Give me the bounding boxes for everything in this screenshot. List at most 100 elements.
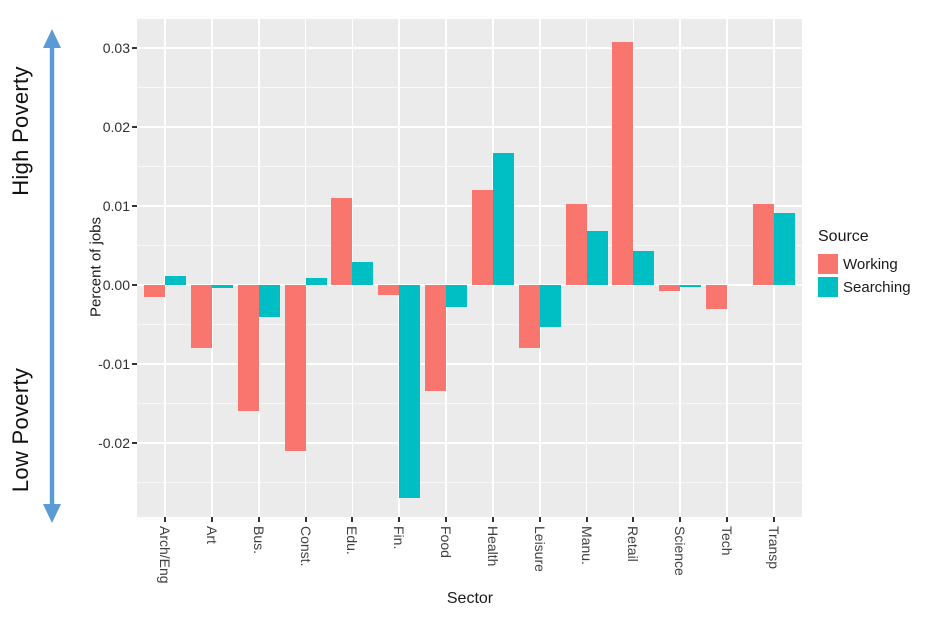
gridline-vertical	[211, 19, 213, 517]
x-tick-label: Const.	[297, 526, 314, 567]
x-tick-mark	[538, 517, 541, 522]
gridline-minor	[137, 481, 802, 483]
x-tick-label: Food	[438, 526, 455, 558]
x-tick-label: Arch/Eng	[157, 526, 174, 584]
gridline-minor	[137, 245, 802, 246]
gridline-vertical	[351, 19, 354, 517]
x-tick-mark	[585, 517, 588, 522]
low-poverty-label: Low Poverty	[8, 367, 33, 493]
working-swatch-icon	[818, 254, 838, 274]
y-axis-title: Percent of jobs	[87, 216, 105, 318]
x-tick-mark	[398, 517, 401, 522]
x-tick-label: Manu.	[578, 526, 595, 565]
bar-searching-science	[680, 284, 702, 288]
bar-searching-edu	[352, 262, 374, 285]
x-axis-title: Sector	[446, 590, 494, 607]
bar-working-transp	[752, 204, 774, 285]
gridline-vertical	[679, 19, 682, 517]
y-tick-mark	[132, 362, 137, 365]
plot-panel	[137, 19, 802, 517]
y-tick-mark	[132, 441, 137, 444]
bar-working-fin	[378, 284, 400, 296]
gridline-vertical	[726, 19, 728, 517]
legend-label-working: Working	[843, 255, 898, 273]
bar-working-const	[284, 284, 306, 451]
searching-swatch-icon	[818, 277, 838, 297]
gridline-vertical	[304, 19, 307, 517]
gridline-vertical	[398, 19, 401, 517]
y-tick-mark	[132, 205, 137, 208]
legend: Source Working Searching	[818, 228, 911, 299]
arrow-down-icon	[43, 504, 61, 523]
bar-searching-transp	[773, 213, 795, 285]
bar-searching-fin	[399, 284, 421, 499]
gridline-major	[137, 362, 802, 365]
arrow-up-icon	[43, 29, 61, 48]
bar-working-manu	[565, 203, 587, 285]
y-tick-label: 0.01	[102, 198, 130, 215]
x-tick-label: Transp	[765, 526, 782, 570]
bar-working-retail	[612, 41, 634, 285]
bar-searching-retail	[633, 251, 655, 285]
y-tick-mark	[132, 47, 137, 50]
x-tick-mark	[351, 517, 354, 522]
gridline-vertical	[164, 19, 166, 517]
x-tick-mark	[679, 517, 682, 522]
gridline-major	[137, 47, 802, 50]
x-tick-mark	[445, 517, 448, 522]
legend-item-searching: Searching	[818, 276, 911, 298]
y-tick-label: -0.02	[98, 434, 130, 451]
gridline-minor	[137, 402, 802, 404]
y-tick-label: 0.02	[102, 119, 130, 136]
poverty-axis-arrow	[43, 29, 61, 523]
gridline-major	[137, 205, 802, 208]
x-tick-label: Retail	[625, 526, 642, 562]
gridline-vertical	[632, 19, 635, 517]
bar-working-science	[659, 284, 681, 292]
gridline-major	[137, 126, 802, 129]
gridline-major	[137, 441, 802, 444]
x-tick-mark	[772, 517, 775, 522]
gridline-vertical	[538, 19, 541, 517]
x-tick-mark	[632, 517, 635, 522]
x-tick-label: Bus.	[250, 526, 267, 555]
y-tick-label: 0.00	[102, 276, 130, 293]
x-tick-mark	[210, 517, 213, 522]
x-tick-label: Science	[672, 526, 689, 576]
bar-working-edu	[331, 198, 353, 285]
legend-item-working: Working	[818, 253, 911, 275]
bar-searching-manu	[586, 231, 608, 285]
x-tick-mark	[164, 517, 167, 522]
x-tick-label: Leisure	[531, 526, 548, 572]
x-tick-mark	[257, 517, 260, 522]
x-tick-label: Tech	[719, 526, 736, 556]
bar-searching-arch-eng	[165, 276, 187, 285]
high-poverty-label: High Poverty	[8, 66, 33, 196]
bar-working-tech	[705, 284, 728, 309]
x-tick-mark	[304, 517, 307, 522]
y-tick-mark	[132, 126, 137, 129]
x-tick-label: Art	[203, 526, 220, 544]
y-tick-label: -0.01	[98, 355, 130, 372]
gridline-minor	[137, 87, 802, 89]
gridline-minor	[137, 166, 802, 168]
gridline-vertical	[257, 19, 260, 517]
bar-searching-bus	[258, 284, 280, 317]
x-tick-label: Health	[484, 526, 501, 567]
bar-working-health	[471, 190, 493, 285]
bar-working-leisure	[518, 284, 540, 349]
gridline-vertical	[445, 19, 447, 517]
bar-searching-health	[492, 153, 514, 285]
bar-searching-leisure	[539, 284, 561, 327]
bar-searching-art	[211, 284, 233, 289]
y-tick-mark	[132, 283, 137, 286]
bar-searching-const	[305, 277, 327, 285]
bar-working-food	[425, 284, 447, 392]
x-tick-mark	[726, 517, 729, 522]
bar-working-arch-eng	[144, 284, 166, 297]
gridline-major	[137, 283, 802, 286]
legend-title: Source	[818, 228, 869, 245]
legend-label-searching: Searching	[843, 278, 911, 296]
x-tick-label: Fin.	[391, 526, 408, 550]
